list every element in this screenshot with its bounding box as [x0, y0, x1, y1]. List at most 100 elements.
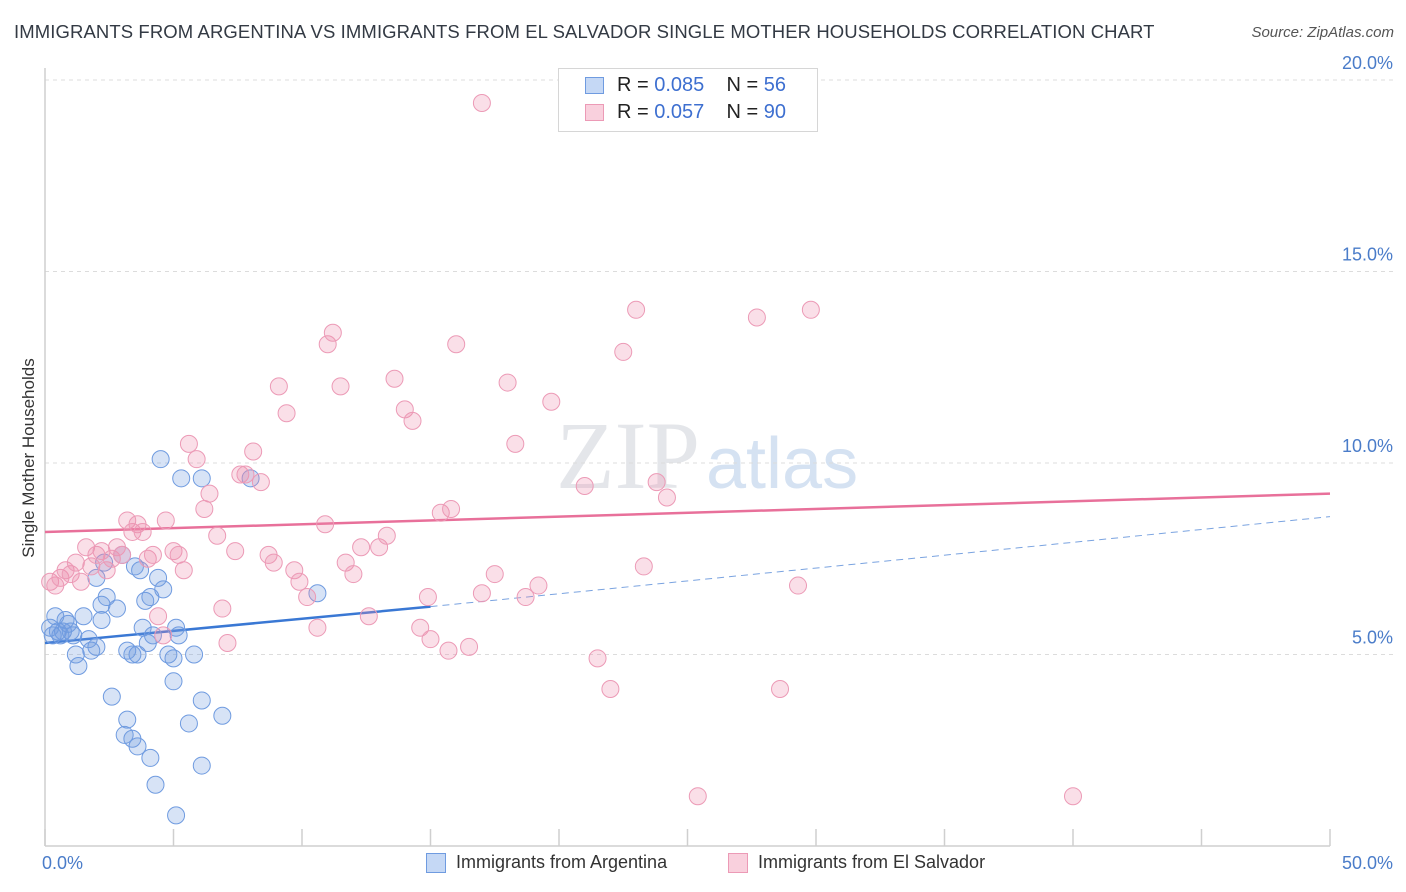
- point-el-salvador: [316, 515, 335, 534]
- y-tick-label: 5.0%: [1352, 628, 1393, 648]
- point-el-salvador: [82, 557, 101, 576]
- y-tick-label: 15.0%: [1342, 245, 1393, 265]
- point-argentina: [115, 725, 134, 744]
- point-argentina: [92, 611, 111, 630]
- point-argentina: [149, 568, 168, 587]
- trendline-argentina-extension: [430, 516, 1331, 608]
- point-argentina: [164, 649, 183, 668]
- bottom-legend-label-el-salvador: Immigrants from El Salvador: [758, 852, 986, 872]
- point-el-salvador: [251, 473, 270, 492]
- point-el-salvador: [1064, 787, 1082, 806]
- point-el-salvador: [575, 476, 594, 495]
- point-el-salvador: [498, 373, 517, 392]
- points-layer: [41, 93, 1082, 825]
- point-el-salvador: [113, 545, 132, 564]
- point-argentina: [87, 568, 106, 587]
- legend-r-label: R =: [617, 101, 655, 123]
- point-el-salvador: [318, 335, 337, 354]
- point-argentina: [192, 469, 211, 488]
- legend-swatch-el-salvador: [585, 104, 604, 121]
- bottom-legend-swatch-el-salvador: [728, 853, 748, 873]
- point-el-salvador: [298, 588, 317, 607]
- point-el-salvador: [801, 300, 820, 319]
- correlation-legend: R = 0.085 N = 56 R = 0.057 N = 90: [558, 68, 818, 132]
- point-el-salvador: [506, 434, 525, 453]
- x-tick-label: 50.0%: [1342, 853, 1393, 873]
- grid-layer: [45, 79, 1395, 655]
- point-argentina: [118, 710, 137, 729]
- point-el-salvador: [657, 488, 676, 507]
- point-el-salvador: [92, 542, 111, 561]
- point-el-salvador: [634, 557, 653, 576]
- point-el-salvador: [403, 411, 422, 430]
- point-argentina: [69, 656, 88, 675]
- legend-n-label: N =: [726, 74, 764, 96]
- point-argentina: [185, 645, 204, 664]
- point-el-salvador: [149, 607, 168, 626]
- point-argentina: [213, 706, 232, 725]
- point-argentina: [172, 469, 191, 488]
- label-layer: 5.0% 10.0% 15.0% 20.0% 0.0% 50.0% Single Mothe…: [19, 53, 1393, 873]
- watermark-zip: ZIP: [556, 402, 700, 509]
- point-el-salvador: [472, 93, 491, 112]
- point-el-salvador: [187, 450, 206, 469]
- y-tick-label: 10.0%: [1342, 436, 1393, 456]
- point-el-salvador: [208, 526, 227, 545]
- legend-r-value: 0.057: [654, 101, 705, 123]
- point-el-salvador: [133, 522, 152, 541]
- point-el-salvador: [529, 576, 548, 595]
- point-el-salvador: [647, 473, 666, 492]
- bottom-legend-swatch-argentina: [426, 853, 446, 873]
- point-argentina: [79, 630, 98, 649]
- point-argentina: [123, 645, 142, 664]
- point-el-salvador: [418, 588, 437, 607]
- point-el-salvador: [460, 637, 479, 656]
- point-el-salvador: [588, 649, 607, 668]
- point-argentina: [102, 687, 121, 706]
- point-argentina: [164, 672, 183, 691]
- point-el-salvador: [323, 323, 342, 342]
- point-el-salvador: [218, 634, 237, 653]
- point-argentina: [141, 748, 160, 767]
- point-argentina: [107, 599, 126, 618]
- point-el-salvador: [174, 561, 193, 580]
- point-argentina: [179, 714, 198, 733]
- point-argentina: [143, 626, 162, 645]
- point-el-salvador: [97, 561, 116, 580]
- point-el-salvador: [290, 572, 309, 591]
- point-argentina: [141, 588, 160, 607]
- point-el-salvador: [102, 549, 121, 568]
- point-argentina: [169, 626, 188, 645]
- legend-text-el-salvador: R = 0.057 N = 90: [617, 101, 786, 124]
- point-el-salvador: [61, 565, 80, 584]
- point-el-salvador: [226, 542, 245, 561]
- chart-title: IMMIGRANTS FROM ARGENTINA VS IMMIGRANTS …: [14, 21, 1155, 42]
- trendline-el-salvador: [44, 492, 1331, 534]
- point-el-salvador: [627, 300, 646, 319]
- point-argentina: [74, 607, 93, 626]
- y-axis-title: Single Mother Households: [19, 358, 38, 557]
- point-el-salvador: [179, 434, 198, 453]
- point-argentina: [192, 756, 211, 775]
- point-el-salvador: [71, 572, 90, 591]
- legend-r-label: R =: [617, 74, 655, 96]
- legend-n-value: 90: [763, 101, 787, 123]
- point-el-salvador: [359, 607, 378, 626]
- point-el-salvador: [442, 499, 461, 518]
- point-argentina: [308, 584, 327, 603]
- point-el-salvador: [431, 503, 450, 522]
- point-el-salvador: [231, 465, 250, 484]
- legend-text-argentina: R = 0.085 N = 56: [617, 74, 786, 97]
- point-el-salvador: [118, 511, 137, 530]
- point-el-salvador: [236, 465, 255, 484]
- point-el-salvador: [77, 538, 96, 557]
- point-el-salvador: [688, 787, 707, 806]
- point-el-salvador: [195, 499, 214, 518]
- point-el-salvador: [385, 369, 404, 388]
- point-el-salvador: [143, 545, 162, 564]
- point-el-salvador: [601, 679, 620, 698]
- point-el-salvador: [614, 342, 633, 361]
- point-el-salvador: [542, 392, 561, 411]
- point-el-salvador: [156, 511, 175, 530]
